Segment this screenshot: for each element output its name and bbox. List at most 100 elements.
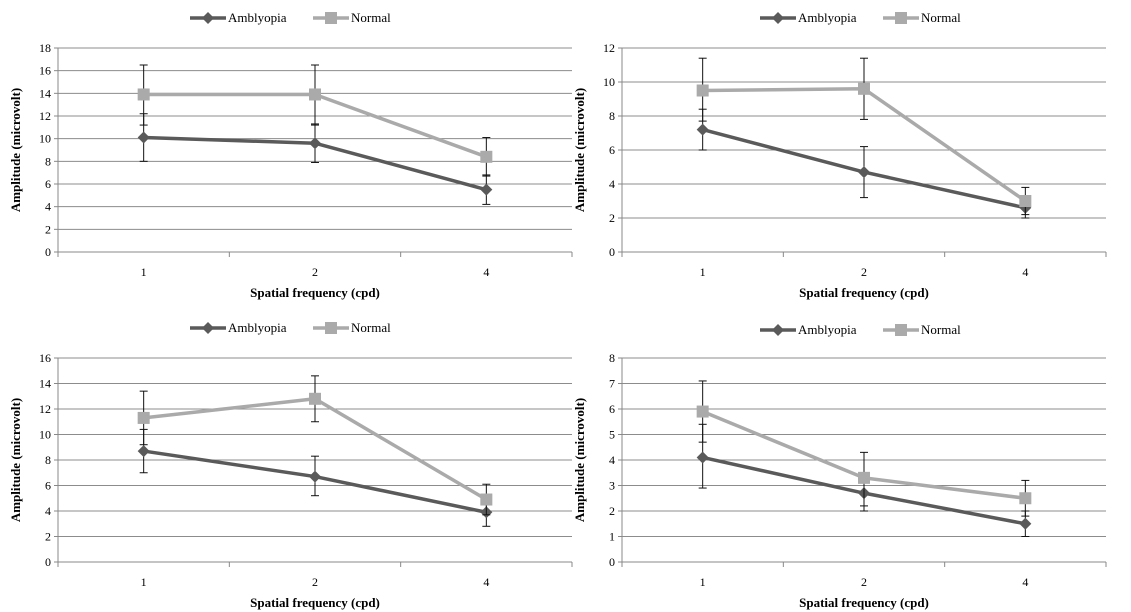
y-tick-label: 2: [45, 530, 51, 544]
chart-panel-4: 0 1 2 3 4 5 6 7 8 1 2 4 Spatial frequency (cpd) Ampli…: [572, 322, 1107, 610]
y-tick-label: 8: [45, 154, 51, 168]
y-tick-label: 6: [45, 177, 51, 191]
y-tick-label: 0: [609, 555, 615, 569]
x-tick-label: 4: [1022, 575, 1028, 589]
series-amblyopia: [696, 108, 1032, 219]
y-tick-label: 3: [609, 479, 615, 493]
data-point: [480, 493, 493, 506]
data-point: [1019, 492, 1032, 505]
y-tick-label: 2: [609, 504, 615, 518]
y-tick-label: 1: [609, 530, 615, 544]
y-tick-label: 14: [39, 86, 51, 100]
legend-marker: [772, 324, 784, 336]
legend-marker: [325, 12, 337, 24]
y-tick-label: 0: [609, 245, 615, 259]
data-point: [309, 88, 321, 101]
data-point: [309, 470, 321, 483]
y-axis-title: Amplitude (microvolt): [572, 88, 587, 212]
legend-label: Amblyopia: [228, 10, 287, 25]
series-normal: [137, 375, 493, 516]
legend-marker: [772, 12, 784, 24]
y-tick-label: 4: [45, 200, 51, 214]
x-tick-label: 1: [141, 265, 147, 279]
x-tick-label: 2: [312, 575, 318, 589]
data-point: [1019, 517, 1032, 530]
series-normal: [696, 57, 1032, 216]
x-tick-label: 4: [483, 265, 489, 279]
y-tick-label: 16: [39, 351, 51, 365]
legend-label: Normal: [921, 10, 961, 25]
legend-marker: [325, 322, 337, 334]
data-point: [696, 451, 709, 464]
x-tick-label: 2: [312, 265, 318, 279]
legend-label: Amblyopia: [798, 10, 857, 25]
x-tick-label: 2: [861, 265, 867, 279]
data-point: [1019, 195, 1032, 207]
y-tick-label: 6: [609, 143, 615, 157]
legend-marker: [202, 322, 214, 334]
series-normal: [137, 64, 493, 177]
y-tick-label: 10: [39, 428, 51, 442]
y-tick-label: 4: [609, 177, 615, 191]
y-tick-label: 8: [609, 109, 615, 123]
data-point: [137, 88, 150, 101]
y-tick-label: 7: [609, 377, 615, 391]
data-point: [480, 150, 493, 163]
y-tick-label: 6: [45, 479, 51, 493]
data-point: [137, 411, 150, 424]
data-point: [858, 166, 870, 179]
x-tick-label: 2: [861, 575, 867, 589]
legend-label: Normal: [351, 10, 391, 25]
y-axis-title: Amplitude (microvolt): [8, 88, 23, 212]
legend-marker: [895, 12, 907, 24]
x-tick-label: 1: [700, 265, 706, 279]
y-tick-label: 0: [45, 245, 51, 259]
y-tick-label: 2: [609, 211, 615, 225]
y-tick-label: 12: [39, 109, 51, 123]
data-point: [309, 392, 321, 405]
x-axis-title: Spatial frequency (cpd): [250, 595, 380, 610]
y-tick-label: 6: [609, 402, 615, 416]
x-axis-title: Spatial frequency (cpd): [799, 595, 929, 610]
data-point: [309, 137, 321, 150]
x-tick-label: 4: [1022, 265, 1028, 279]
legend-marker: [202, 12, 214, 24]
series-amblyopia: [137, 428, 493, 527]
y-tick-label: 14: [39, 377, 51, 391]
data-point: [696, 123, 709, 136]
data-point: [137, 131, 150, 144]
y-tick-label: 10: [603, 75, 615, 89]
y-tick-label: 10: [39, 132, 51, 146]
x-tick-label: 1: [700, 575, 706, 589]
y-tick-label: 8: [45, 453, 51, 467]
series-normal: [696, 380, 1032, 517]
data-point: [696, 84, 709, 97]
y-tick-label: 4: [609, 453, 615, 467]
y-tick-label: 8: [609, 351, 615, 365]
x-axis-title: Spatial frequency (cpd): [799, 285, 929, 300]
y-tick-label: 12: [603, 41, 615, 55]
y-axis-title: Amplitude (microvolt): [8, 398, 23, 522]
y-tick-label: 18: [39, 41, 51, 55]
legend: Amblyopia Normal: [760, 322, 961, 337]
x-tick-label: 4: [483, 575, 489, 589]
data-point: [696, 405, 709, 418]
y-tick-label: 2: [45, 222, 51, 236]
data-point: [858, 82, 870, 95]
y-tick-label: 0: [45, 555, 51, 569]
legend-label: Normal: [351, 320, 391, 335]
y-tick-label: 5: [609, 428, 615, 442]
x-tick-label: 1: [141, 575, 147, 589]
legend-label: Normal: [921, 322, 961, 337]
legend: Amblyopia Normal: [190, 320, 391, 335]
legend-label: Amblyopia: [798, 322, 857, 337]
x-axis-title: Spatial frequency (cpd): [250, 285, 380, 300]
y-axis-title: Amplitude (microvolt): [572, 398, 587, 522]
y-tick-label: 4: [45, 504, 51, 518]
series-amblyopia: [137, 113, 493, 205]
legend: Amblyopia Normal: [760, 10, 961, 25]
